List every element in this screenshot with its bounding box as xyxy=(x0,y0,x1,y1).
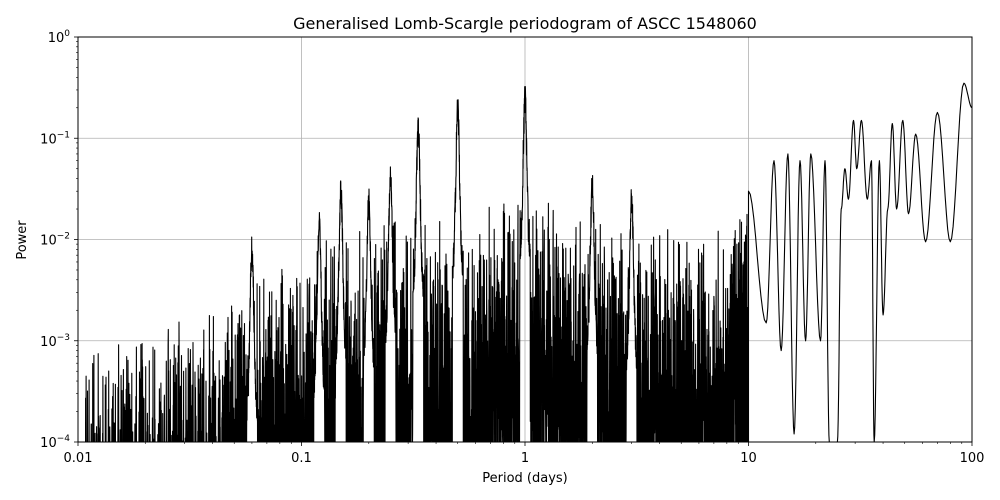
y-tick-label: 10−1 xyxy=(40,130,70,147)
periodogram-series xyxy=(84,82,972,442)
x-tick-label: 0.1 xyxy=(291,451,312,466)
x-tick-label: 1 xyxy=(521,451,529,466)
axis-ticks: 0.01 0.1 1 10 100 10−4 10−3 10−2 10−1 100 xyxy=(40,29,984,466)
x-tick-label: 100 xyxy=(960,451,985,466)
plot-area: 0.01 0.1 1 10 100 10−4 10−3 10−2 10−1 100 xyxy=(40,29,984,466)
chart-title: Generalised Lomb-Scargle periodogram of … xyxy=(293,14,757,33)
x-axis-label: Period (days) xyxy=(482,471,568,486)
x-tick-label: 10 xyxy=(740,451,757,466)
y-tick-label: 10−4 xyxy=(40,434,70,451)
y-tick-label: 10−2 xyxy=(40,232,70,249)
periodogram-line xyxy=(84,82,972,442)
y-axis-label: Power xyxy=(15,220,30,260)
y-tick-label: 100 xyxy=(48,29,71,46)
x-tick-label: 0.01 xyxy=(64,451,93,466)
y-tick-label: 10−3 xyxy=(40,333,70,350)
